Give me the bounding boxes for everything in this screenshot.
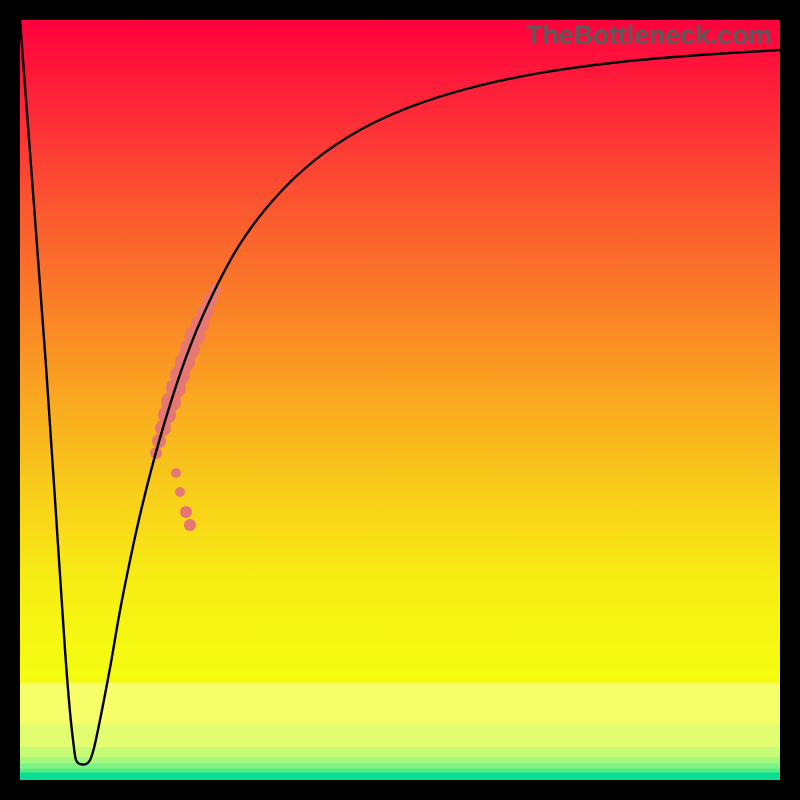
color-band: [20, 725, 780, 748]
chart-container: TheBottleneck.com: [0, 0, 800, 800]
highlight-marker: [180, 506, 192, 518]
highlight-marker: [175, 487, 185, 497]
gradient-background: [20, 20, 780, 780]
color-band: [20, 763, 780, 768]
color-band: [20, 769, 780, 773]
highlight-marker: [171, 468, 181, 478]
color-band: [20, 683, 780, 725]
color-band: [20, 772, 780, 780]
highlight-marker: [184, 519, 196, 531]
color-band: [20, 747, 780, 757]
color-band: [20, 757, 780, 763]
bottleneck-chart: [0, 0, 800, 800]
